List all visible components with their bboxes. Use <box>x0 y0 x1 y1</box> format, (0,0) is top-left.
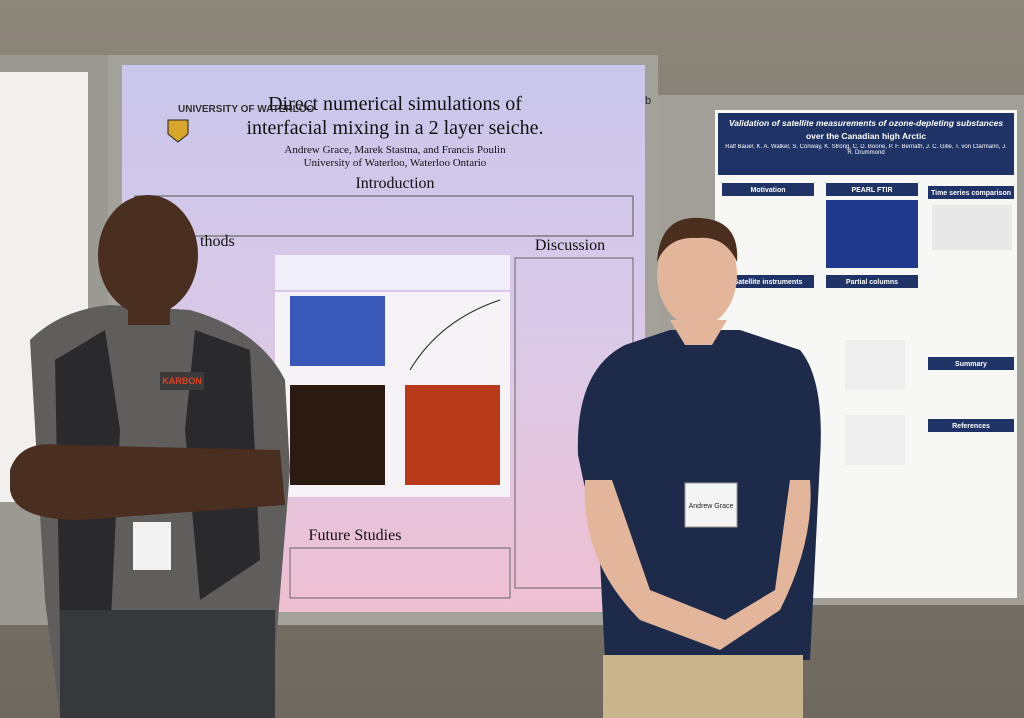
section-heading: Summary <box>955 361 987 368</box>
plot <box>845 415 905 465</box>
heading-bar <box>826 275 918 288</box>
badge <box>133 522 171 570</box>
authors-box: Ralf Bauer, K. A. Walker, S. Conway, K. … <box>725 144 1007 156</box>
heading-bar <box>928 186 1014 199</box>
head <box>657 223 737 327</box>
person-left: KARBON <box>10 195 290 718</box>
affiliation: University of Waterloo, Waterloo Ontario <box>304 157 487 169</box>
heading-bar <box>826 183 918 196</box>
badge-name: Andrew Grace <box>689 503 734 510</box>
plot <box>932 205 1012 250</box>
neck <box>128 295 170 325</box>
logo: UNIVERSITY OF WATERLOO <box>178 104 315 115</box>
figure-curve <box>409 299 501 371</box>
figure-panel <box>290 385 385 485</box>
heading-bar <box>722 183 814 196</box>
section-heading: Introduction <box>355 175 434 192</box>
blue-text-block <box>826 200 918 268</box>
badge <box>684 482 738 528</box>
plot <box>845 340 905 390</box>
heading-bar <box>722 275 814 288</box>
authors: Ralf Bauer, K. A. Walker, S. Conway, K. … <box>725 144 1007 156</box>
hair <box>657 217 738 262</box>
figure-panel <box>405 385 500 485</box>
authors: Andrew Grace, Marek Stastna, and Francis… <box>284 144 506 156</box>
poster-header <box>718 113 1014 175</box>
heading-bar <box>928 357 1014 370</box>
text-block <box>289 547 511 599</box>
figure-panel <box>290 296 385 366</box>
title: interfacial mixing in a 2 layer seiche. <box>246 117 543 139</box>
section-heading: Motivation <box>751 187 786 194</box>
section-headings: Motivation PEARL FTIR Time series compar… <box>722 183 1014 432</box>
arms <box>584 480 811 650</box>
table <box>275 255 510 290</box>
head <box>98 195 198 315</box>
section-heading: Satellite instruments <box>734 279 803 286</box>
title: Validation of satellite measurements of … <box>729 118 1003 128</box>
title: over the Canadian high Arctic <box>806 131 926 141</box>
crest <box>167 119 189 143</box>
neck <box>670 320 727 345</box>
trousers <box>60 610 275 718</box>
arms <box>10 444 285 520</box>
trousers <box>603 655 803 718</box>
shirt-logo-patch <box>160 372 204 390</box>
shirt-logo: KARBON <box>162 376 202 386</box>
section-heading: References <box>952 423 990 430</box>
person-right: Andrew Grace <box>577 217 821 718</box>
section-heading: Future Studies <box>309 527 402 544</box>
section-heading: Partial columns <box>846 279 898 286</box>
board-label: b <box>645 95 651 107</box>
section-heading: PEARL FTIR <box>851 187 892 194</box>
section-heading: Discussion <box>535 237 605 254</box>
title: Direct numerical simulations of <box>268 93 522 115</box>
section-heading: thods <box>200 233 235 250</box>
heading-bar <box>928 419 1014 432</box>
section-heading: Time series comparison <box>931 190 1011 197</box>
